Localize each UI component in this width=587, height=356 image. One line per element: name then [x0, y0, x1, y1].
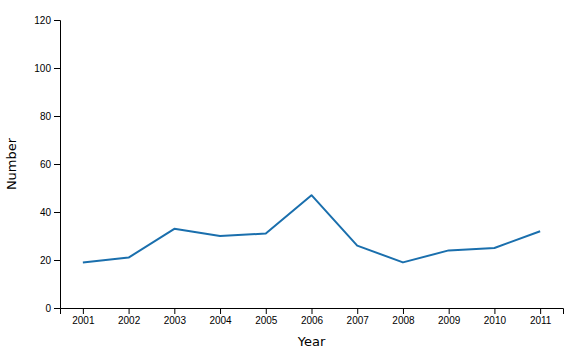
axis-line [61, 309, 564, 315]
axis-line [54, 21, 61, 309]
tick-mark [54, 308, 60, 309]
series [83, 195, 540, 262]
tick-label: 2001 [72, 315, 95, 326]
tick-label: 2007 [347, 315, 370, 326]
tick-mark [54, 20, 60, 21]
tick: 2004 [209, 308, 232, 326]
tick-mark [174, 308, 175, 314]
tick: 2007 [347, 308, 370, 326]
tick-label: 0 [45, 303, 51, 314]
tick-mark [540, 308, 541, 314]
tick: 20 [40, 255, 60, 266]
tick: 40 [40, 207, 60, 218]
x-axis: 2001 2002 2003 2004 2005 2006 2007 2008 2009 2010… [61, 308, 564, 326]
tick: 2008 [392, 308, 415, 326]
tick-mark [54, 212, 60, 213]
tick: 2009 [438, 308, 461, 326]
line [83, 195, 540, 262]
y-axis-title: Number [4, 137, 19, 190]
chart-container: 2001200220032004200520062007200820092010… [0, 0, 587, 356]
tick-mark [266, 308, 267, 314]
tick-label: 2002 [118, 315, 141, 326]
tick-mark [403, 308, 404, 314]
tick-label: 2004 [209, 315, 232, 326]
plot-area: 2001200220032004200520062007200820092010… [34, 15, 563, 326]
tick: 2006 [301, 308, 324, 326]
tick-label: 2011 [530, 315, 552, 326]
tick-mark [83, 308, 84, 314]
tick-label: 60 [40, 159, 52, 170]
tick: 2005 [255, 308, 278, 326]
tick-mark [494, 308, 495, 314]
tick-mark [357, 308, 358, 314]
tick-label: 20 [40, 255, 52, 266]
tick-mark [54, 116, 60, 117]
tick-mark [449, 308, 450, 314]
tick-label: 2003 [164, 315, 187, 326]
tick-mark [54, 164, 60, 165]
tick-label: 100 [34, 63, 51, 74]
tick: 100 [34, 63, 60, 74]
tick-label: 2010 [484, 315, 507, 326]
tick-label: 2006 [301, 315, 324, 326]
x-axis-title: Year [297, 334, 326, 349]
tick: 120 [34, 15, 60, 26]
tick-mark [220, 308, 221, 314]
tick-mark [54, 68, 60, 69]
tick-label: 80 [40, 111, 52, 122]
tick: 2010 [484, 308, 507, 326]
tick-label: 120 [34, 15, 51, 26]
tick-mark [129, 308, 130, 314]
chart-svg: 2001200220032004200520062007200820092010… [0, 0, 587, 356]
tick: 2003 [164, 308, 187, 326]
tick: 2001 [72, 308, 95, 326]
tick: 60 [40, 159, 60, 170]
tick: 80 [40, 111, 60, 122]
tick: 2002 [118, 308, 141, 326]
tick-mark [54, 260, 60, 261]
tick-label: 2008 [392, 315, 415, 326]
tick-label: 2005 [255, 315, 278, 326]
tick-label: 2009 [438, 315, 461, 326]
tick: 2011 [530, 308, 552, 326]
tick-label: 40 [40, 207, 52, 218]
y-axis: 0 20 40 60 80 100 120 [34, 15, 60, 314]
tick-mark [312, 308, 313, 314]
tick: 0 [45, 303, 60, 314]
